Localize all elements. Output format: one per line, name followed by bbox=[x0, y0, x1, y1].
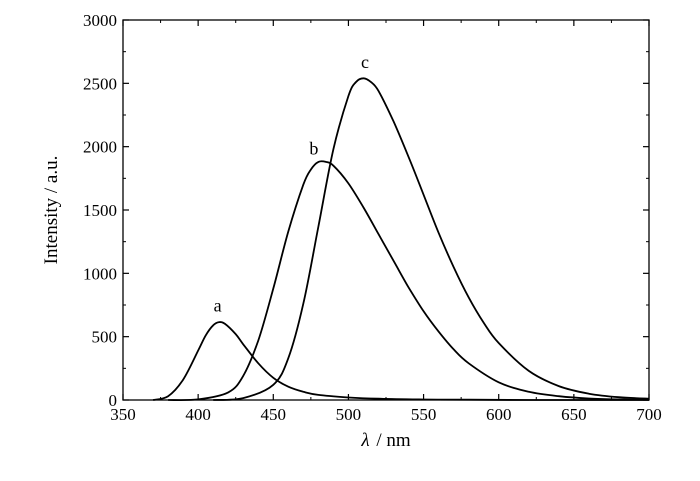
x-tick-label: 700 bbox=[636, 405, 662, 424]
x-tick-label: 600 bbox=[486, 405, 512, 424]
x-tick-label: 400 bbox=[185, 405, 211, 424]
y-tick-label: 500 bbox=[92, 328, 118, 347]
curve-label-a: a bbox=[214, 295, 222, 315]
series-line-c bbox=[213, 77, 650, 401]
x-ticks: 350 400 450 500 550 600 650 700 bbox=[110, 20, 662, 424]
curve-label-c: c bbox=[361, 52, 369, 72]
x-tick-label: 450 bbox=[261, 405, 287, 424]
x-axis-unit: / nm bbox=[376, 430, 411, 451]
series-lines bbox=[152, 77, 650, 402]
x-tick-label: 350 bbox=[110, 405, 136, 424]
y-tick-label: 2500 bbox=[83, 74, 117, 93]
y-tick-label: 1000 bbox=[83, 264, 117, 283]
y-tick-label: 0 bbox=[109, 391, 118, 410]
y-ticks: 0 500 1000 1500 2000 2500 3000 bbox=[83, 11, 649, 410]
y-axis-label: Intensity / a.u. bbox=[41, 156, 62, 265]
x-axis-symbol: λ bbox=[360, 430, 369, 451]
x-tick-label: 500 bbox=[336, 405, 362, 424]
x-tick-label: 550 bbox=[411, 405, 437, 424]
x-tick-label: 650 bbox=[561, 405, 587, 424]
y-tick-label: 3000 bbox=[83, 11, 117, 30]
curve-labels: a b c bbox=[214, 52, 369, 315]
series-line-b bbox=[168, 160, 650, 402]
x-axis-label: λ / nm bbox=[360, 430, 411, 451]
curve-label-b: b bbox=[309, 138, 318, 158]
y-tick-label: 1500 bbox=[83, 201, 117, 220]
series-line-a bbox=[152, 321, 649, 401]
y-tick-label: 2000 bbox=[83, 138, 117, 157]
